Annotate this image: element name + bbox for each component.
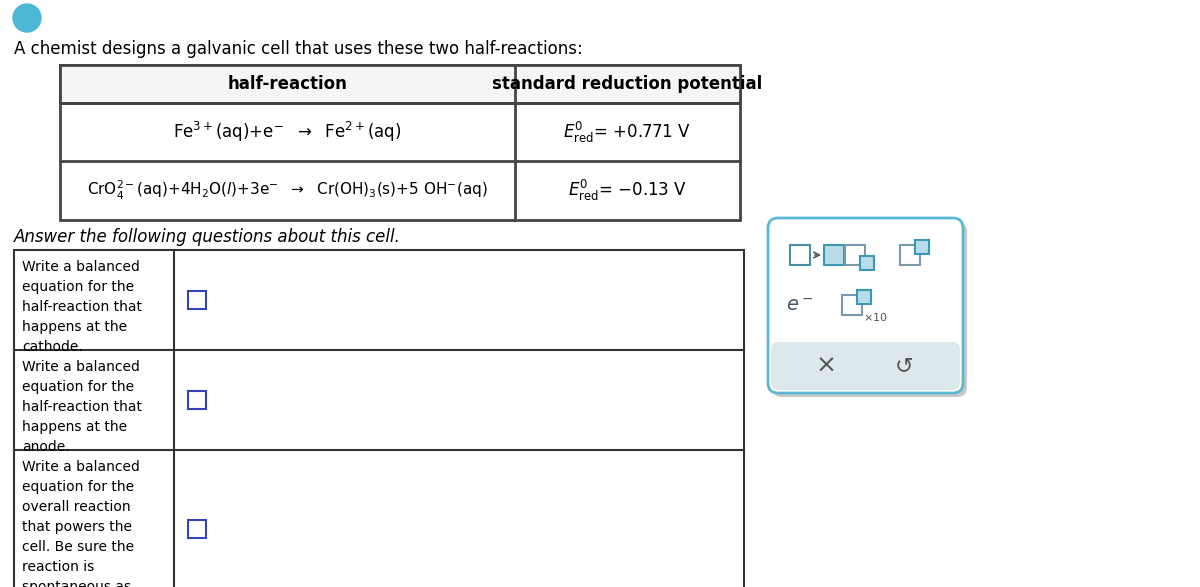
Text: ×: × bbox=[816, 354, 838, 378]
Bar bbox=[14, 250, 744, 587]
Bar bbox=[845, 245, 865, 265]
Bar bbox=[188, 291, 206, 309]
Text: Write a balanced
equation for the
half-reaction that
happens at the
cathode.: Write a balanced equation for the half-r… bbox=[22, 260, 142, 354]
Bar bbox=[60, 65, 740, 103]
Bar bbox=[860, 256, 874, 270]
Text: Write a balanced
equation for the
overall reaction
that powers the
cell. Be sure: Write a balanced equation for the overal… bbox=[22, 460, 140, 587]
Bar bbox=[60, 65, 740, 220]
Text: A chemist designs a galvanic cell that uses these two half-reactions:: A chemist designs a galvanic cell that u… bbox=[14, 40, 583, 58]
Bar bbox=[916, 240, 929, 254]
Bar bbox=[900, 245, 920, 265]
FancyBboxPatch shape bbox=[772, 342, 960, 390]
Text: Fe$^{3+}$(aq)+e$^{-}$  $\rightarrow$  Fe$^{2+}$(aq): Fe$^{3+}$(aq)+e$^{-}$ $\rightarrow$ Fe$^… bbox=[173, 120, 402, 144]
Bar bbox=[790, 245, 810, 265]
Bar bbox=[857, 290, 871, 304]
Text: $\times$10: $\times$10 bbox=[863, 311, 888, 323]
FancyBboxPatch shape bbox=[768, 218, 964, 393]
Text: $E^{0}_{\mathrm{red}}$= +0.771 V: $E^{0}_{\mathrm{red}}$= +0.771 V bbox=[564, 119, 691, 144]
Bar bbox=[188, 519, 206, 538]
Bar bbox=[188, 391, 206, 409]
Text: half-reaction: half-reaction bbox=[228, 75, 348, 93]
Text: CrO$_{4}^{2-}$(aq)+4H$_{2}$O($l$)+3e$^{-}$  $\rightarrow$  Cr(OH)$_{3}$(s)+5 OH$: CrO$_{4}^{2-}$(aq)+4H$_{2}$O($l$)+3e$^{-… bbox=[88, 178, 488, 201]
Text: ↺: ↺ bbox=[895, 356, 914, 376]
Bar bbox=[842, 295, 862, 315]
Text: Answer the following questions about this cell.: Answer the following questions about thi… bbox=[14, 228, 401, 246]
Text: $e^-$: $e^-$ bbox=[786, 295, 814, 315]
FancyBboxPatch shape bbox=[772, 222, 967, 397]
Text: Write a balanced
equation for the
half-reaction that
happens at the
anode.: Write a balanced equation for the half-r… bbox=[22, 360, 142, 454]
Text: $E^{0}_{\mathrm{red}}$= $-$0.13 V: $E^{0}_{\mathrm{red}}$= $-$0.13 V bbox=[568, 177, 688, 203]
Text: standard reduction potential: standard reduction potential bbox=[492, 75, 763, 93]
Bar bbox=[824, 245, 844, 265]
Circle shape bbox=[13, 4, 41, 32]
